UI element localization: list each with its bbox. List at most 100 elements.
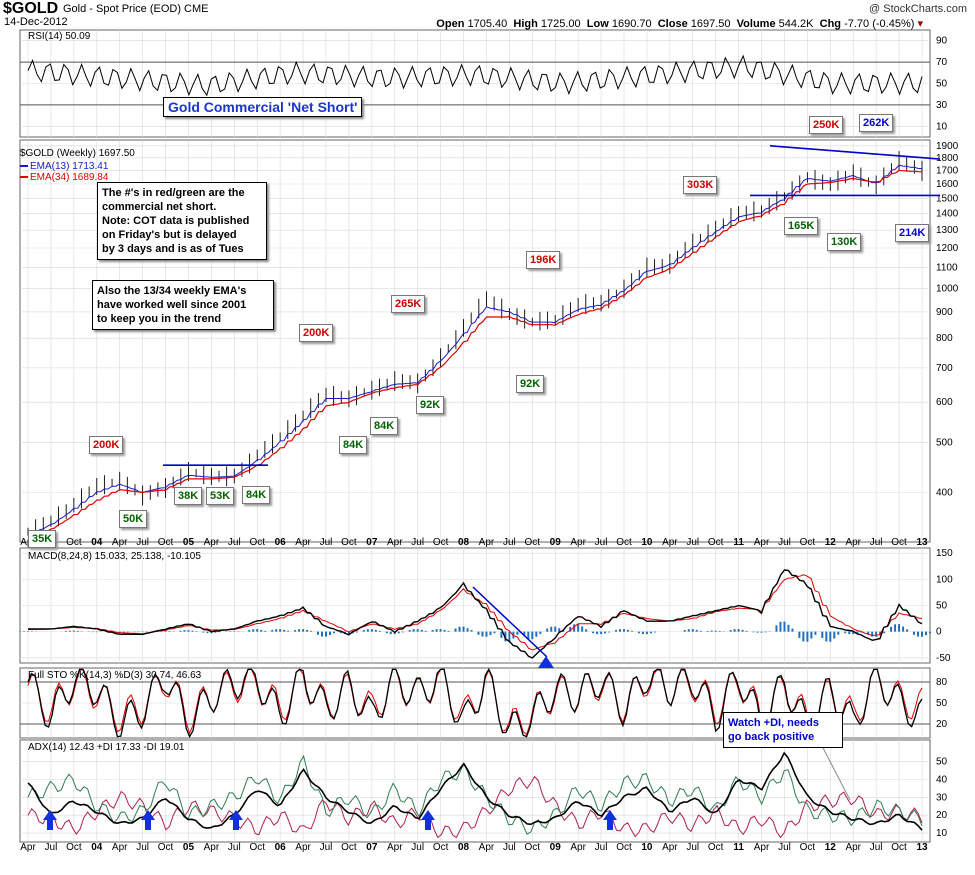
di-plus-line	[27, 754, 923, 835]
x-tick-label: Jul	[686, 842, 699, 853]
x-tick-label: Oct	[66, 537, 82, 548]
x-tick-label: Oct	[525, 842, 541, 853]
y-tick-label: 1100	[936, 262, 958, 273]
y-tick-label: 0	[936, 627, 942, 638]
x-tick-label: 06	[275, 537, 287, 548]
x-tick-label: 08	[458, 537, 470, 548]
y-tick-label: 30	[936, 100, 948, 111]
y-tick-label: 80	[936, 677, 948, 688]
di-arrow-icon	[421, 810, 435, 830]
low-label: Low	[586, 18, 609, 30]
callout-label: 92K	[516, 375, 545, 393]
ema34-line	[28, 169, 923, 536]
ema34-legend: EMA(34) 1689.84	[30, 172, 109, 183]
y-tick-label: 20	[936, 719, 948, 730]
di-arrow-icon	[141, 810, 155, 830]
x-tick-label: 04	[91, 537, 103, 548]
x-tick-label: 12	[825, 842, 837, 853]
x-tick-label: Apr	[662, 842, 678, 853]
y-tick-label: 1600	[936, 179, 959, 190]
x-tick-label: Apr	[112, 537, 128, 548]
volume-label: Volume	[736, 18, 776, 30]
x-tick-label: Jul	[686, 537, 699, 548]
x-tick-label: Oct	[341, 537, 357, 548]
annotation-note-di: Watch +DI, needs go back positive	[723, 712, 843, 748]
x-tick-label: 12	[825, 537, 837, 548]
open-label: Open	[436, 18, 465, 30]
callout-label: 214K	[895, 224, 930, 242]
annotation-title: Gold Commercial 'Net Short'	[163, 97, 363, 117]
y-tick-label: 1200	[936, 243, 959, 254]
callout-label: 196K	[526, 251, 561, 269]
callout-label: 53K	[206, 487, 235, 505]
y-tick-label: 800	[936, 333, 953, 344]
callout-label: 200K	[89, 436, 124, 454]
y-tick-label: 50	[936, 756, 948, 767]
y-tick-label: 50	[936, 698, 948, 709]
callout-label: 92K	[416, 396, 445, 414]
di-arrow-icon	[603, 810, 617, 830]
price-legend-main: $GOLD (Weekly) 1697.50	[20, 148, 135, 159]
x-tick-label: Oct	[525, 537, 541, 548]
x-tick-label: 13	[916, 537, 928, 548]
x-tick-label: 10	[641, 537, 653, 548]
x-tick-label: 11	[733, 537, 744, 548]
x-tick-label: Apr	[570, 842, 586, 853]
x-tick-label: Jul	[778, 842, 791, 853]
y-tick-label: 10	[936, 121, 948, 132]
x-tick-label: Apr	[479, 842, 495, 853]
rsi-label: RSI(14) 50.09	[28, 31, 91, 42]
x-tick-label: Apr	[387, 537, 403, 548]
ema13-line	[27, 164, 923, 536]
y-tick-label: 400	[936, 487, 953, 498]
x-tick-label: 05	[183, 842, 195, 853]
y-tick-label: 1300	[936, 225, 959, 236]
x-tick-label: Oct	[249, 537, 265, 548]
x-tick-label: Jul	[228, 537, 241, 548]
x-tick-label: 13	[916, 842, 928, 853]
callout-label: 303K	[683, 176, 718, 194]
callout-label: 262K	[859, 114, 894, 132]
macd-label: MACD(8,24,8) 15.033, 25.138, -10.105	[28, 551, 201, 562]
y-tick-label: 900	[936, 307, 953, 318]
x-tick-label: Jul	[320, 842, 333, 853]
x-tick-label: Apr	[204, 842, 220, 853]
x-tick-label: Oct	[433, 842, 449, 853]
di-minus-line	[27, 775, 923, 839]
chg-label: Chg	[819, 18, 842, 30]
x-tick-label: Jul	[503, 537, 516, 548]
x-tick-label: Apr	[20, 842, 36, 853]
callout-label: 130K	[827, 233, 862, 251]
panel-frame-1	[19, 139, 931, 543]
x-tick-label: 07	[366, 842, 378, 853]
x-tick-label: 06	[275, 842, 287, 853]
x-tick-label: Oct	[891, 842, 907, 853]
sto-label: Full STO %K(14,3) %D(3) 30.74, 46.63	[28, 670, 202, 681]
symbol-title: $GOLD	[3, 0, 59, 17]
y-tick-label: 500	[936, 438, 953, 449]
x-tick-label: Oct	[800, 842, 816, 853]
x-tick-label: Jul	[595, 842, 608, 853]
y-tick-label: 1500	[936, 193, 959, 204]
y-tick-label: 30	[936, 792, 948, 803]
x-tick-label: 10	[641, 842, 653, 853]
x-tick-label: 07	[366, 537, 378, 548]
x-tick-label: Oct	[66, 842, 82, 853]
date-label: 14-Dec-2012	[4, 16, 68, 28]
x-tick-label: Jul	[870, 537, 883, 548]
x-tick-label: Jul	[45, 842, 58, 853]
x-tick-label: Jul	[503, 842, 516, 853]
y-tick-label: 40	[936, 774, 948, 785]
callout-label: 84K	[339, 436, 368, 454]
x-tick-label: Apr	[754, 537, 770, 548]
x-tick-label: Oct	[800, 537, 816, 548]
x-tick-label: 09	[550, 537, 562, 548]
y-tick-label: 1700	[936, 166, 959, 177]
x-tick-label: Apr	[204, 537, 220, 548]
x-tick-label: 05	[183, 537, 195, 548]
symbol-subtitle: Gold - Spot Price (EOD) CME	[63, 3, 209, 15]
x-tick-label: Apr	[112, 842, 128, 853]
sto-k-line	[27, 668, 923, 739]
y-tick-label: 50	[936, 601, 948, 612]
